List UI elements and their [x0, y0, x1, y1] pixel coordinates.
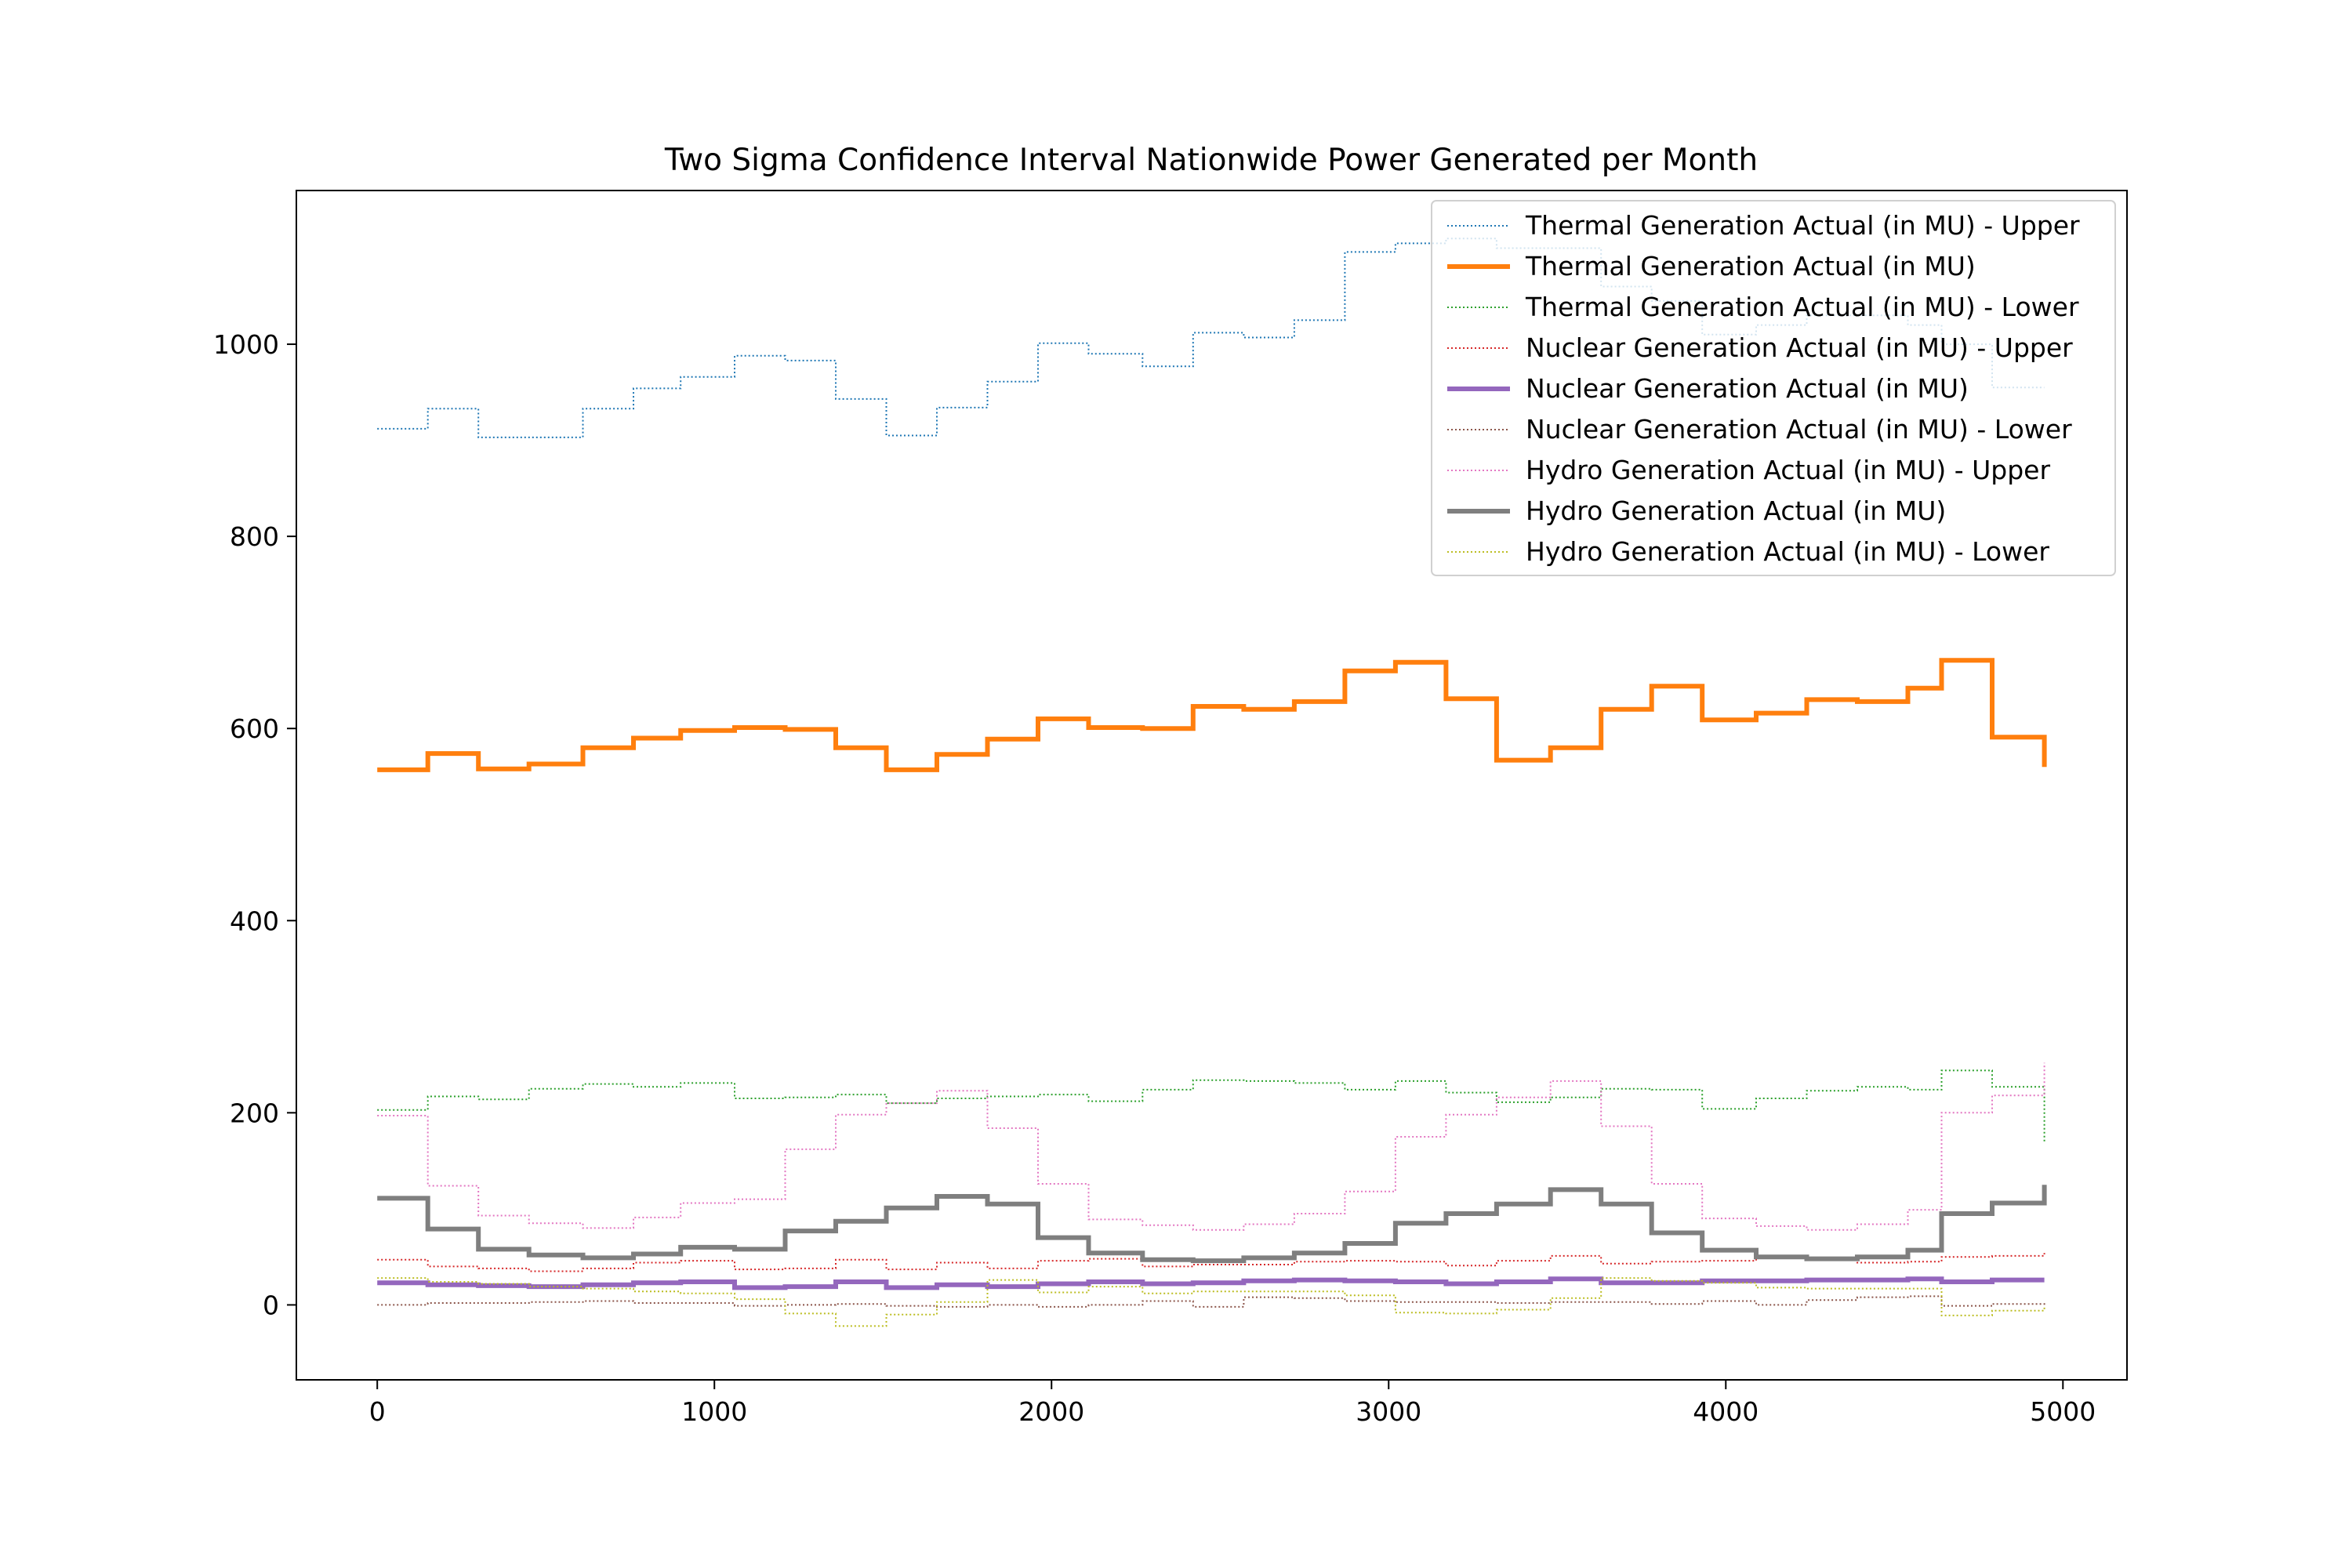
x-tick-label-5: 5000 [2030, 1396, 2096, 1427]
series-line-5 [377, 1295, 2045, 1308]
series-line-4 [377, 1276, 2045, 1290]
series-line-8 [377, 1277, 2045, 1327]
legend: Thermal Generation Actual (in MU) - Uppe… [1431, 200, 2116, 576]
y-tick-label-0: 0 [263, 1290, 279, 1320]
legend-label-2: Thermal Generation Actual (in MU) - Lowe… [1525, 292, 2079, 322]
legend-label-3: Nuclear Generation Actual (in MU) - Uppe… [1526, 332, 2073, 363]
series-line-1 [377, 658, 2047, 772]
series-line-0 [377, 238, 2045, 438]
y-axis: 0 200 400 600 800 1000 [213, 329, 296, 1320]
x-axis: 0 1000 2000 3000 4000 5000 [369, 1380, 2096, 1427]
x-tick-label-1: 1000 [681, 1396, 747, 1427]
y-tick-label-5: 1000 [213, 329, 279, 360]
series-layer [377, 238, 2047, 1327]
legend-label-5: Nuclear Generation Actual (in MU) - Lowe… [1526, 414, 2072, 445]
legend-label-8: Hydro Generation Actual (in MU) - Lower [1526, 536, 2049, 567]
series-line-6 [377, 1062, 2045, 1231]
y-tick-label-2: 400 [230, 906, 279, 936]
legend-label-1: Thermal Generation Actual (in MU) [1525, 251, 1976, 281]
chart-title: Two Sigma Confidence Interval Nationwide… [664, 143, 1758, 178]
x-tick-label-4: 4000 [1693, 1396, 1759, 1427]
y-tick-label-3: 600 [230, 713, 279, 744]
legend-label-0: Thermal Generation Actual (in MU) - Uppe… [1525, 210, 2080, 241]
legend-label-7: Hydro Generation Actual (in MU) [1526, 495, 1946, 526]
y-tick-label-4: 800 [230, 521, 279, 552]
y-tick-label-1: 200 [230, 1098, 279, 1128]
legend-label-4: Nuclear Generation Actual (in MU) [1526, 373, 1969, 404]
plot-area-frame [296, 190, 2128, 1381]
x-tick-label-2: 2000 [1018, 1396, 1084, 1427]
x-tick-label-3: 3000 [1356, 1396, 1421, 1427]
legend-label-6: Hydro Generation Actual (in MU) - Upper [1526, 455, 2050, 485]
series-line-2 [377, 1069, 2045, 1142]
series-line-7 [377, 1185, 2047, 1264]
legend-box [1431, 200, 2116, 576]
x-tick-label-0: 0 [369, 1396, 386, 1427]
